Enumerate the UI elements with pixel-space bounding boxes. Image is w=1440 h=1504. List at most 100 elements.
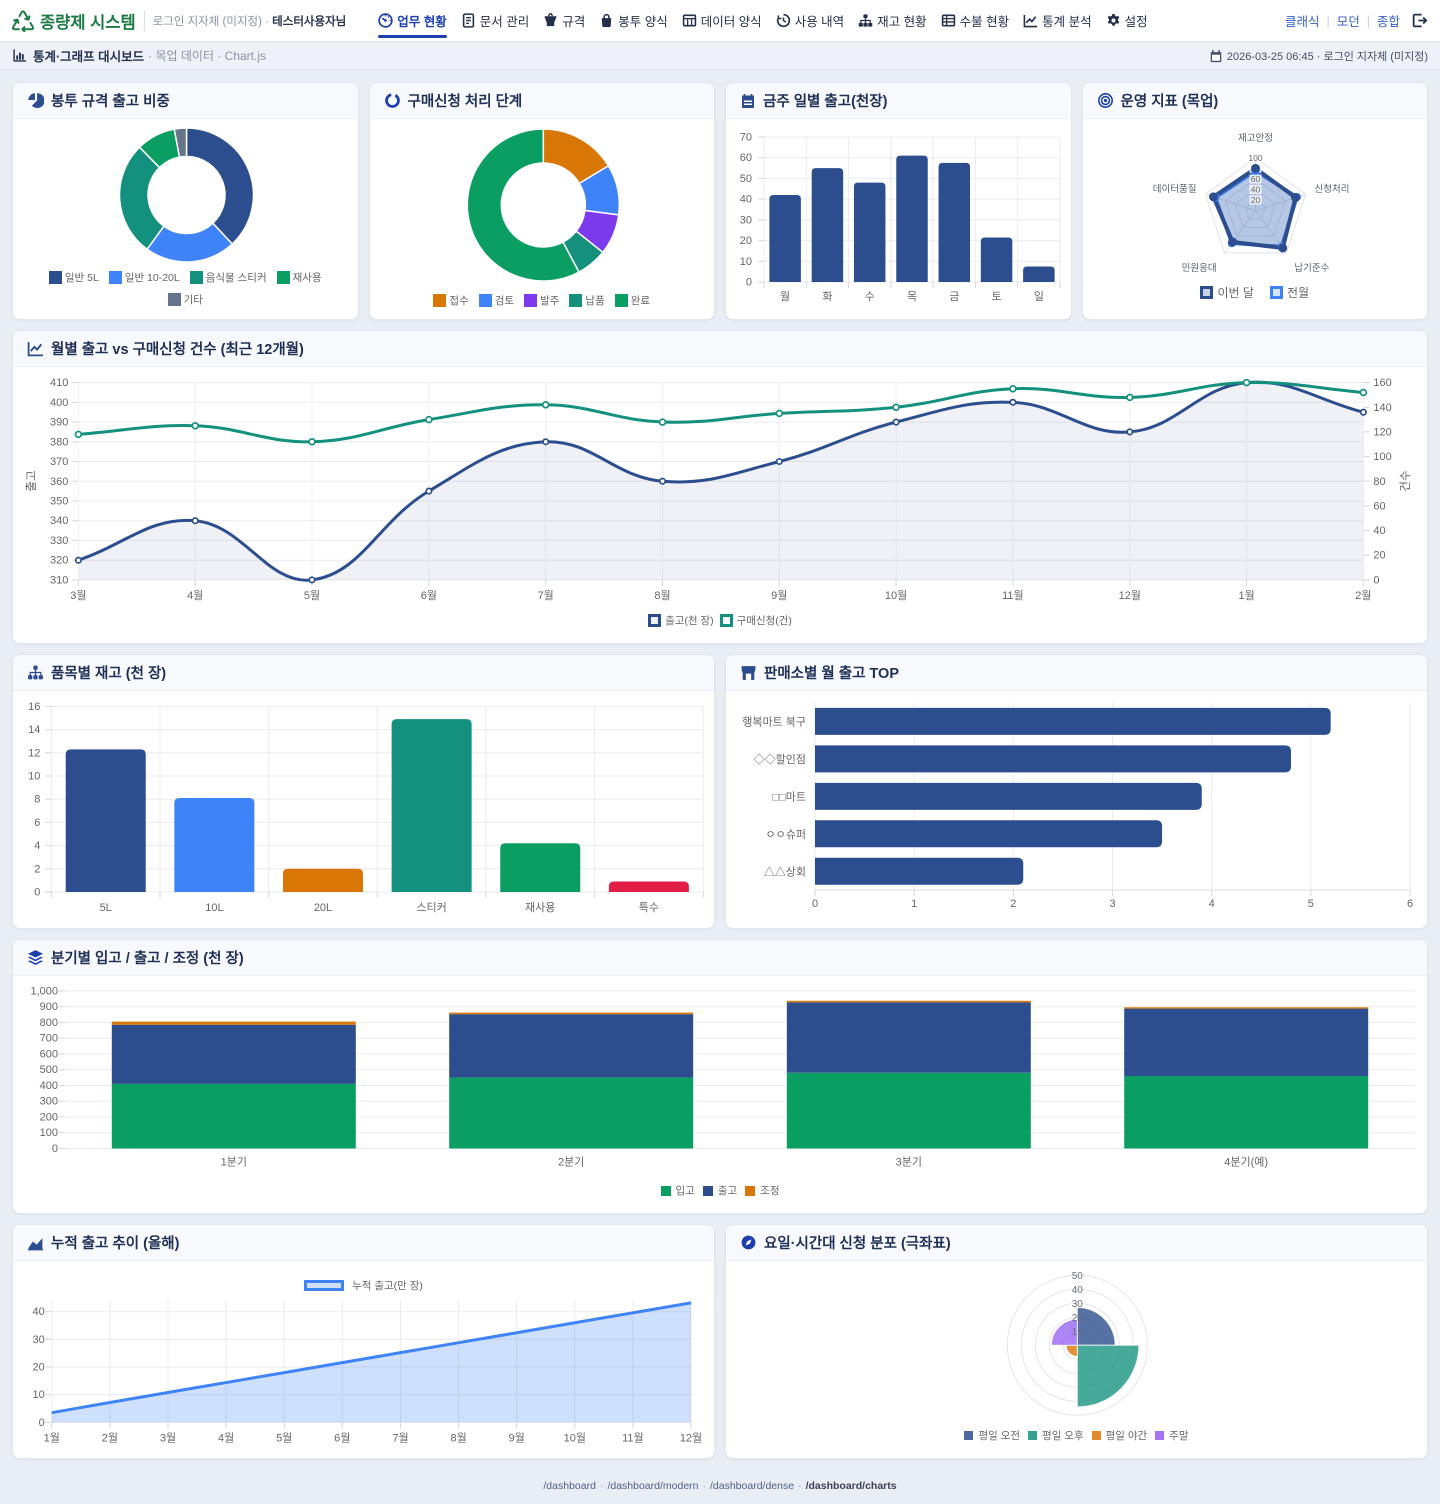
- svg-text:300: 300: [40, 1096, 58, 1108]
- svg-text:□□마트: □□마트: [772, 790, 806, 803]
- svg-text:10월: 10월: [564, 1431, 586, 1444]
- svg-text:ㅇㅇ슈퍼: ㅇㅇ슈퍼: [766, 828, 806, 841]
- svg-text:40: 40: [33, 1306, 45, 1318]
- svg-text:4분기(예): 4분기(예): [1224, 1156, 1268, 1169]
- svg-text:7월: 7월: [392, 1431, 408, 1444]
- svg-text:행복마트 북구: 행복마트 북구: [742, 715, 806, 728]
- svg-text:10L: 10L: [205, 902, 223, 914]
- svg-text:2분기: 2분기: [558, 1156, 584, 1169]
- svg-text:10: 10: [33, 1389, 45, 1401]
- svg-text:8월: 8월: [654, 589, 670, 602]
- svg-text:14: 14: [28, 724, 40, 736]
- svg-text:70: 70: [740, 132, 752, 144]
- svg-text:40: 40: [740, 194, 752, 206]
- svg-text:800: 800: [40, 1017, 58, 1029]
- svg-text:10월: 10월: [885, 589, 907, 602]
- svg-text:4: 4: [1209, 898, 1215, 910]
- svg-text:납기준수: 납기준수: [1294, 263, 1329, 274]
- svg-text:5월: 5월: [276, 1431, 292, 1444]
- svg-text:5월: 5월: [304, 589, 320, 602]
- svg-text:16: 16: [28, 701, 40, 713]
- svg-text:12: 12: [28, 747, 40, 759]
- svg-text:화: 화: [822, 290, 832, 303]
- svg-text:60: 60: [1250, 174, 1260, 184]
- svg-text:40: 40: [1072, 1285, 1084, 1296]
- svg-text:20: 20: [1072, 1313, 1084, 1324]
- svg-text:6: 6: [1407, 898, 1413, 910]
- svg-text:재고안정: 재고안정: [1238, 133, 1273, 144]
- svg-text:2월: 2월: [102, 1431, 118, 1444]
- svg-text:100: 100: [1248, 153, 1262, 163]
- svg-text:30: 30: [740, 214, 752, 226]
- svg-text:출고: 출고: [25, 470, 38, 491]
- svg-text:80: 80: [1373, 476, 1385, 488]
- svg-text:0: 0: [52, 1143, 58, 1155]
- svg-text:0: 0: [812, 898, 818, 910]
- svg-text:5: 5: [1308, 898, 1314, 910]
- svg-text:310: 310: [50, 574, 68, 586]
- svg-text:370: 370: [50, 456, 68, 468]
- svg-text:9월: 9월: [771, 589, 787, 602]
- svg-text:11월: 11월: [1002, 589, 1024, 602]
- svg-text:0: 0: [1373, 574, 1379, 586]
- svg-text:120: 120: [1373, 426, 1391, 438]
- svg-text:재사용: 재사용: [525, 901, 555, 914]
- svg-text:신청처리: 신청처리: [1314, 183, 1349, 195]
- svg-text:특수: 특수: [639, 901, 659, 914]
- svg-text:6월: 6월: [421, 589, 437, 602]
- svg-text:6월: 6월: [334, 1431, 350, 1444]
- svg-text:1월: 1월: [1238, 589, 1254, 602]
- svg-text:월: 월: [780, 290, 790, 303]
- svg-text:스티커: 스티커: [416, 901, 446, 914]
- svg-text:700: 700: [40, 1033, 58, 1045]
- svg-text:20: 20: [1373, 550, 1385, 562]
- svg-text:200: 200: [40, 1112, 58, 1124]
- svg-text:금: 금: [949, 291, 959, 303]
- svg-text:1,000: 1,000: [30, 985, 58, 997]
- svg-text:1분기: 1분기: [221, 1156, 247, 1169]
- svg-text:10: 10: [28, 771, 40, 783]
- svg-text:380: 380: [50, 436, 68, 448]
- svg-text:30: 30: [1072, 1299, 1084, 1310]
- svg-text:4월: 4월: [187, 589, 203, 602]
- svg-text:3월: 3월: [160, 1431, 176, 1444]
- svg-text:◇◇할인점: ◇◇할인점: [754, 753, 806, 766]
- svg-text:민원응대: 민원응대: [1181, 263, 1216, 274]
- svg-text:데이터품질: 데이터품질: [1152, 183, 1196, 195]
- svg-text:600: 600: [40, 1048, 58, 1060]
- svg-text:△△상회: △△상회: [764, 865, 806, 878]
- svg-text:360: 360: [50, 476, 68, 488]
- svg-text:100: 100: [40, 1127, 58, 1139]
- svg-text:4월: 4월: [218, 1431, 234, 1444]
- svg-text:3월: 3월: [70, 589, 86, 602]
- svg-text:140: 140: [1373, 402, 1391, 414]
- svg-text:7월: 7월: [538, 589, 554, 602]
- svg-text:20L: 20L: [314, 902, 332, 914]
- svg-text:1월: 1월: [44, 1431, 60, 1444]
- svg-text:400: 400: [40, 1080, 58, 1092]
- svg-text:20: 20: [1250, 195, 1260, 205]
- svg-text:8월: 8월: [450, 1431, 466, 1444]
- svg-text:400: 400: [50, 397, 68, 409]
- svg-text:50: 50: [1072, 1271, 1084, 1282]
- svg-text:60: 60: [740, 152, 752, 164]
- svg-text:30: 30: [33, 1334, 45, 1346]
- svg-text:50: 50: [740, 173, 752, 185]
- svg-text:건수: 건수: [1399, 470, 1412, 491]
- svg-text:토: 토: [992, 291, 1002, 303]
- svg-text:3분기: 3분기: [896, 1156, 922, 1169]
- svg-text:일: 일: [1034, 289, 1044, 303]
- svg-text:10: 10: [740, 256, 752, 268]
- svg-text:1: 1: [911, 898, 917, 910]
- svg-text:10: 10: [1072, 1327, 1084, 1338]
- svg-text:12월: 12월: [1119, 589, 1141, 602]
- svg-text:목: 목: [907, 290, 917, 303]
- svg-text:340: 340: [50, 515, 68, 527]
- svg-text:2: 2: [1010, 898, 1016, 910]
- svg-text:11월: 11월: [622, 1431, 644, 1444]
- svg-text:390: 390: [50, 417, 68, 429]
- svg-text:0: 0: [746, 277, 752, 289]
- svg-text:9월: 9월: [509, 1431, 525, 1444]
- svg-text:수: 수: [865, 290, 875, 303]
- svg-text:160: 160: [1373, 377, 1391, 389]
